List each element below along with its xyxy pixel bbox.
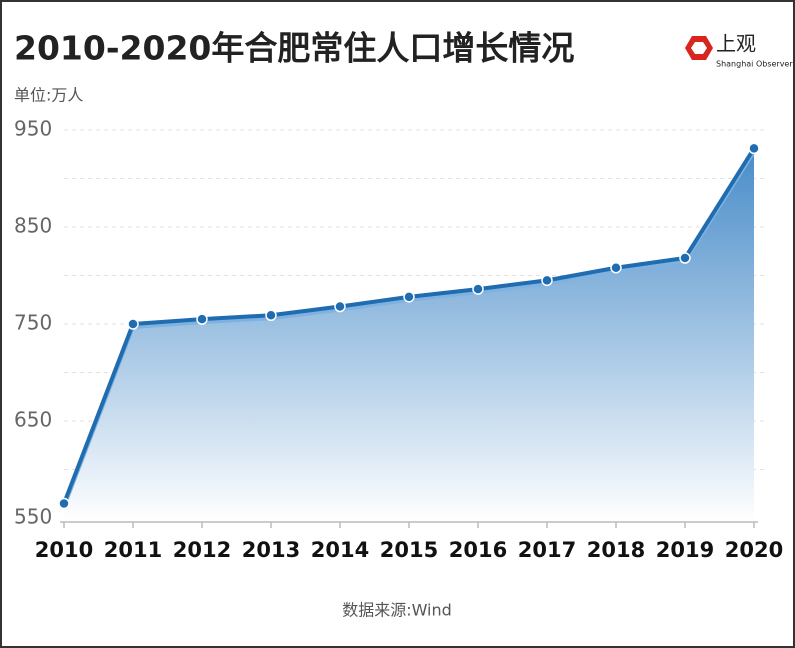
- x-tick-label: 2019: [656, 538, 714, 562]
- point: [403, 291, 415, 303]
- point: [265, 309, 277, 322]
- point: [334, 300, 346, 313]
- x-tick-label: 2016: [449, 538, 507, 562]
- y-tick-label: 750: [14, 311, 52, 335]
- x-tick-label: 2011: [104, 538, 162, 562]
- brand-sub: Shanghai Observer: [716, 60, 793, 69]
- point: [196, 313, 208, 325]
- x-tick-label: 2015: [380, 538, 438, 562]
- chart-title: 2010-2020年合肥常住人口增长情况: [14, 29, 574, 68]
- logo-icon-inner: [691, 42, 707, 54]
- area: [64, 148, 754, 522]
- x-tick-label: 2018: [587, 538, 645, 562]
- y-tick-label: 650: [14, 408, 52, 432]
- y-tick-label: 950: [14, 117, 52, 141]
- source-note: 数据来源:Wind: [342, 601, 452, 620]
- y-tick-label: 850: [14, 214, 52, 238]
- point: [472, 283, 484, 295]
- unit-label: 单位:万人: [14, 86, 83, 105]
- x-tick-label: 2020: [725, 538, 783, 562]
- x-tick-label: 2012: [173, 538, 231, 562]
- point: [541, 274, 553, 287]
- y-tick-label: 550: [14, 505, 52, 529]
- x-tick-label: 2013: [242, 538, 300, 562]
- point: [679, 252, 691, 264]
- logo: 上观 Shanghai Observer: [685, 32, 793, 69]
- point: [127, 318, 139, 330]
- x-tick-label: 2010: [35, 538, 93, 562]
- x-tick-label: 2014: [311, 538, 369, 562]
- brand: 上观: [716, 32, 756, 56]
- point: [610, 261, 622, 274]
- point: [58, 497, 70, 510]
- x-tick-label: 2017: [518, 538, 576, 562]
- point: [748, 142, 760, 155]
